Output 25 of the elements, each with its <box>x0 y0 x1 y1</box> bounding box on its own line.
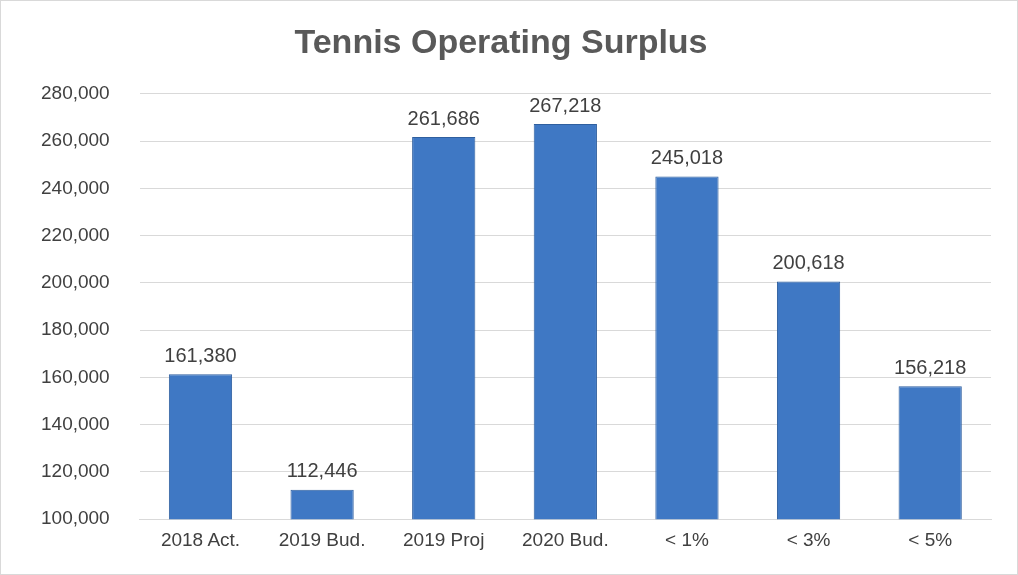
chart-title: Tennis Operating Surplus <box>294 21 708 60</box>
x-tick-label: 2019 Bud. <box>278 528 366 550</box>
x-tick-label: 2019 Proj <box>403 528 485 550</box>
y-tick-label: 180,000 <box>40 318 110 340</box>
y-tick-label: 240,000 <box>40 176 110 198</box>
y-tick-label: 100,000 <box>40 507 110 529</box>
y-tick-label: 200,000 <box>40 271 110 293</box>
data-label: 245,018 <box>650 145 724 168</box>
data-label: 261,686 <box>407 106 480 129</box>
y-tick-label: 140,000 <box>40 412 110 434</box>
x-tick-label: 2020 Bud. <box>522 528 609 550</box>
data-label: 267,218 <box>529 93 602 116</box>
x-tick-label: 2018 Act. <box>160 528 241 550</box>
data-label: 112,446 <box>286 459 358 482</box>
data-label: 161,380 <box>164 343 237 366</box>
y-tick-label: 160,000 <box>40 365 110 387</box>
x-tick-label: < 3% <box>786 528 831 550</box>
x-tick-label: < 1% <box>665 528 709 550</box>
data-label: 200,618 <box>772 250 845 273</box>
y-tick-label: 220,000 <box>40 223 110 245</box>
y-tick-label: 120,000 <box>40 460 110 482</box>
x-tick-label: < 5% <box>908 528 953 550</box>
y-tick-label: 280,000 <box>40 82 110 104</box>
data-label: 156,218 <box>894 355 967 378</box>
y-tick-label: 260,000 <box>40 129 110 151</box>
